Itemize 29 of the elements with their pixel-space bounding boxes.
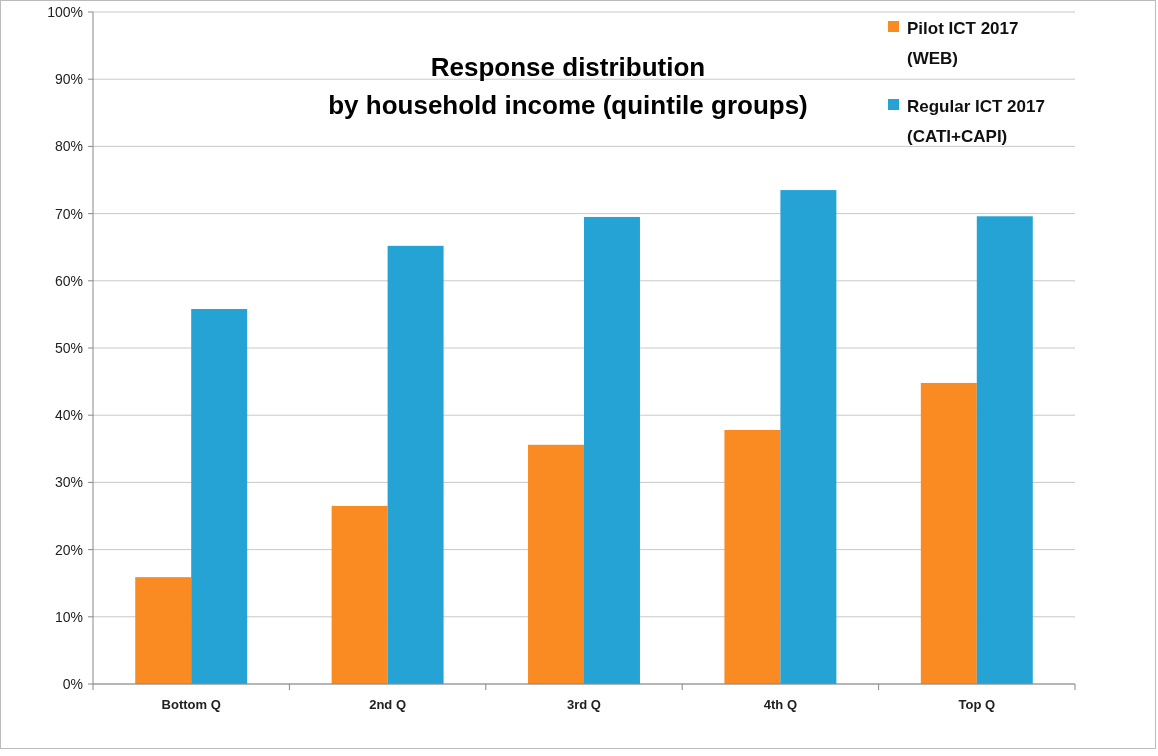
y-tick-label: 60% (54, 272, 83, 289)
bar (191, 309, 248, 684)
bar (528, 444, 584, 684)
bar (331, 505, 388, 684)
x-tick-label: 3rd Q (567, 697, 601, 712)
x-tick-label: 4th Q (763, 697, 798, 712)
y-tick-label: 80% (54, 138, 83, 155)
bar (976, 216, 1033, 684)
y-tick-label: 50% (54, 339, 83, 356)
y-tick-label: 20% (54, 541, 83, 558)
legend-label: Regular ICT 2017 (CATI+CAPI) (907, 96, 1045, 146)
y-tick-label: 10% (54, 608, 83, 625)
x-tick-label: Bottom Q (161, 697, 221, 712)
bar (780, 190, 837, 684)
y-tick-label: 90% (54, 71, 83, 88)
legend-label: Pilot ICT 2017 (WEB) (907, 18, 1019, 68)
bar (387, 245, 444, 684)
bar (584, 216, 640, 684)
y-tick-label: 0% (62, 675, 83, 692)
y-tick-label: 70% (54, 205, 83, 222)
text: Response distribution by household income (quintile groups) (328, 52, 808, 120)
bar (135, 577, 192, 684)
bar (724, 429, 781, 684)
y-tick-label: 30% (54, 474, 83, 491)
x-tick-label: Top Q (958, 697, 996, 712)
x-tick-label: 2nd Q (369, 697, 407, 712)
y-tick-label: 40% (54, 407, 83, 424)
y-tick-label: 100% (47, 3, 83, 20)
bar (920, 382, 977, 684)
